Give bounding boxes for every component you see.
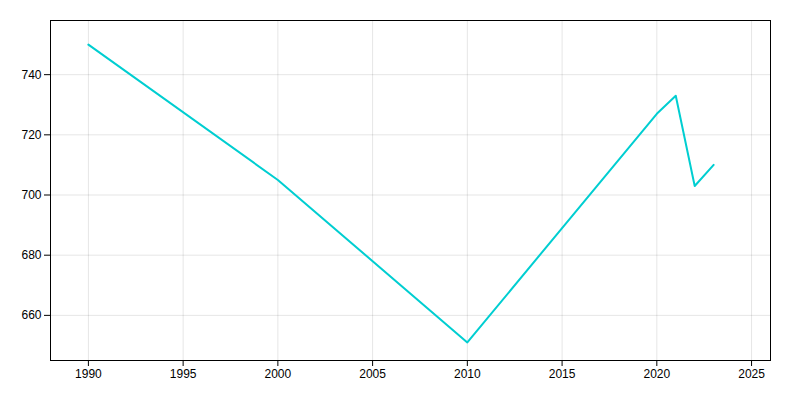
- svg-text:740: 740: [21, 67, 41, 81]
- svg-text:2005: 2005: [359, 367, 386, 381]
- svg-text:1990: 1990: [75, 367, 102, 381]
- svg-text:2025: 2025: [738, 367, 765, 381]
- svg-text:720: 720: [21, 128, 41, 142]
- svg-text:2015: 2015: [549, 367, 576, 381]
- svg-text:660: 660: [21, 308, 41, 322]
- svg-text:2020: 2020: [643, 367, 670, 381]
- svg-text:2000: 2000: [265, 367, 292, 381]
- svg-text:680: 680: [21, 248, 41, 262]
- svg-text:2010: 2010: [454, 367, 481, 381]
- svg-text:1995: 1995: [170, 367, 197, 381]
- svg-text:700: 700: [21, 188, 41, 202]
